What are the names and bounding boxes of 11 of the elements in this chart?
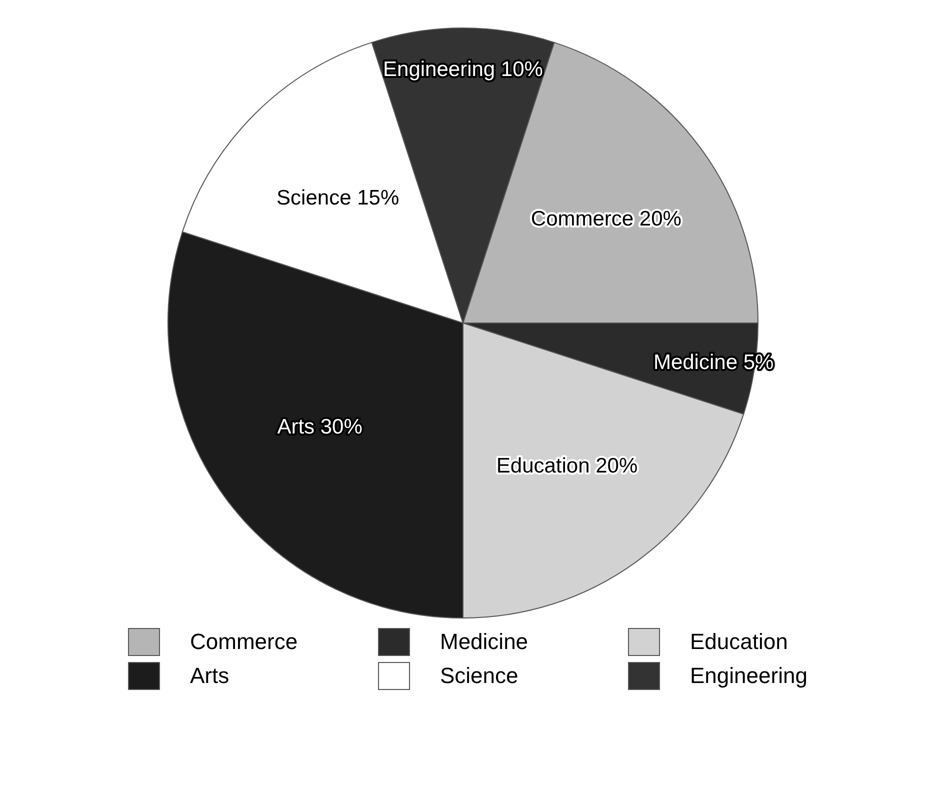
data-label: Commerce 20% <box>530 207 682 230</box>
legend-label: Science <box>440 663 518 689</box>
legend-label: Medicine <box>440 629 528 655</box>
data-label: Science 15% <box>276 186 400 210</box>
legend-label: Engineering <box>690 663 808 689</box>
data-label: Education 20% <box>496 454 638 478</box>
legend-label: Arts <box>190 663 230 689</box>
data-label: Arts 30% <box>277 416 362 439</box>
legend-label: Commerce <box>190 629 298 655</box>
data-label: Engineering 10% <box>383 58 543 81</box>
legend-label: Education <box>690 629 788 655</box>
